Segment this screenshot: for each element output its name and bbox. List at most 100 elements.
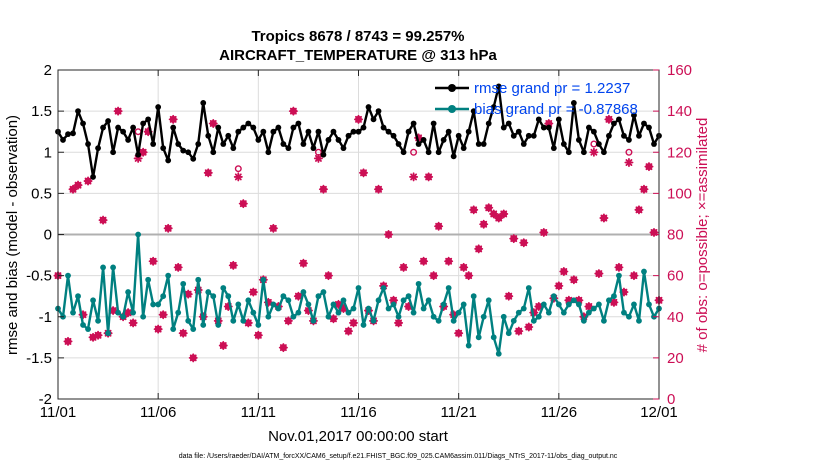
bias-point [530,317,537,324]
rmse-point [500,124,507,131]
asterisk-stroke [64,337,72,345]
asterisk-stroke [465,272,473,280]
bias-point [580,317,587,324]
rmse-point [355,128,362,135]
bias-point [565,301,572,308]
bias-point [205,289,212,295]
y-right-tick-label: 40 [667,309,684,326]
rmse-point [606,132,612,139]
rmse-point [475,141,482,147]
rmse-point [195,141,202,147]
bias-point [255,322,262,328]
obs-assimilated-marker [459,262,469,272]
obs-assimilated-marker [444,256,454,266]
bias-point [365,305,372,312]
bias-point [155,301,162,308]
asterisk-stroke [114,107,122,115]
asterisk-stroke [565,296,573,304]
asterisk-stroke [625,159,633,166]
rmse-point [270,128,277,135]
bias-point [210,293,217,300]
rmse-point [310,145,317,152]
rmse-point [485,120,492,127]
rmse-point [250,124,257,131]
rmse-point [450,153,457,160]
bias-point [145,276,152,283]
obs-assimilated-marker [514,326,524,336]
rmse-point [350,128,357,135]
y-left-tick-label: -1.5 [26,350,52,367]
rmse-point [235,128,242,135]
legend-entry-bias: bias grand pr = -0.87868 [435,101,638,118]
obs-assimilated-marker [203,168,213,178]
rmse-point [611,120,617,127]
asterisk-stroke [174,263,182,271]
asterisk-stroke [385,231,392,238]
obs-assimilated-marker [208,118,218,128]
bias-point [345,309,352,316]
rmse-point [530,132,537,139]
obs-assimilated-marker [644,162,654,172]
rmse-point [70,130,76,137]
bias-point [525,285,532,291]
bias-point [560,309,567,316]
rmse-point [200,100,207,106]
bias-point [295,309,302,316]
rmse-point [330,128,337,135]
asterisk-stroke [595,270,603,278]
bias-point [575,301,582,308]
rmse-point [295,120,302,127]
asterisk-stroke [445,257,453,265]
obs-assimilated-marker [163,223,173,233]
y-left-tick-label: -1 [39,309,52,326]
obs-assimilated-marker [293,291,303,301]
bias-point [485,297,492,304]
rmse-point [420,137,427,143]
obs-assimilated-marker [419,256,429,266]
asterisk-stroke [375,185,382,193]
rmse-point [170,124,177,131]
rmse-point [651,141,657,147]
rmse-point [621,132,627,139]
obs-assimilated-marker [429,271,439,281]
rmse-point [390,132,397,139]
rmse-point [220,141,227,147]
bias-point [611,293,617,300]
bias-point [375,297,382,304]
rmse-point [105,118,111,124]
bias-point [405,293,412,300]
asterisk-stroke [319,185,327,193]
obs-assimilated-marker [288,106,298,116]
rmse-point [325,137,332,143]
asterisk-stroke [94,331,102,339]
rmse-point [520,141,527,147]
y-right-tick-label: 20 [667,350,684,367]
obs-assimilated-marker [464,271,474,281]
obs-assimilated-marker [128,318,138,328]
x-tick-label: 11/16 [340,404,376,421]
obs-assimilated-marker [153,324,163,334]
bias-point [175,309,182,316]
rmse-point [155,104,162,110]
obs-assimilated-marker [228,260,238,270]
asterisk-stroke [169,115,177,123]
bias-point [641,268,647,275]
asterisk-stroke [400,263,408,271]
bias-point [180,280,187,287]
x-tick-label: 11/11 [241,404,276,421]
rmse-point [75,108,81,115]
bias-point [601,317,607,324]
obs-assimilated-marker [188,353,198,363]
bias-point [570,297,577,304]
bias-point [90,297,96,304]
bias-point [370,317,377,324]
rmse-point [575,137,582,143]
x-tick-label: 11/26 [541,404,577,421]
bias-point [475,334,482,341]
bias-point [420,305,427,312]
obs-assimilated-marker [619,287,629,297]
asterisk-stroke [159,311,167,319]
asterisk-stroke [510,235,518,243]
asterisk-stroke [535,303,543,310]
